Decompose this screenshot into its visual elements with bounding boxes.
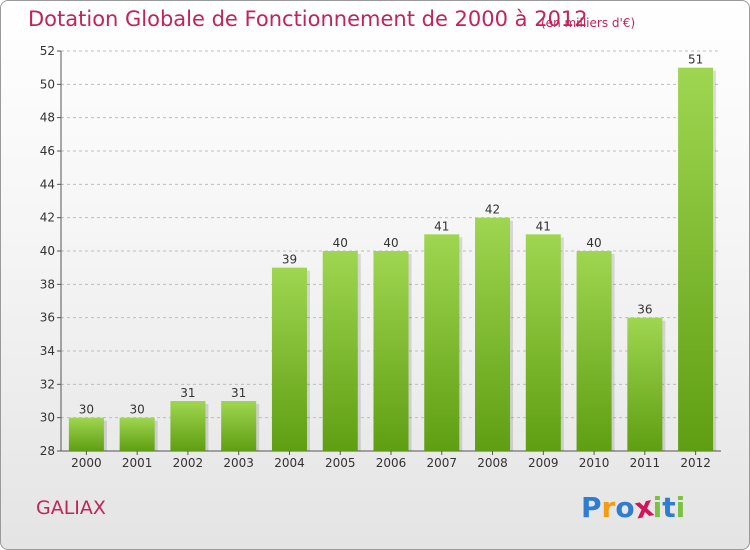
chart-title: Dotation Globale de Fonctionnement de 20… xyxy=(28,7,588,31)
y-tick-label: 50 xyxy=(40,77,55,91)
bar xyxy=(322,251,358,451)
bar-value-label: 39 xyxy=(282,253,297,267)
bars xyxy=(68,67,717,452)
bar xyxy=(170,401,206,451)
bar xyxy=(271,267,307,451)
bar xyxy=(475,217,511,451)
y-tick-label: 40 xyxy=(40,244,55,258)
bar xyxy=(678,67,714,452)
y-tick-label: 30 xyxy=(40,411,55,425)
x-tick-label: 2008 xyxy=(477,456,508,470)
bar xyxy=(119,417,155,451)
bar-value-label: 30 xyxy=(79,403,94,417)
x-tick-label: 2003 xyxy=(223,456,254,470)
chart-subtitle: (en milliers d'€) xyxy=(541,16,636,30)
y-tick-label: 52 xyxy=(40,44,55,58)
bar xyxy=(627,317,663,451)
bar-value-label: 41 xyxy=(434,219,449,233)
y-tick-label: 36 xyxy=(40,311,55,325)
logo-letter: r xyxy=(601,491,616,524)
y-tick-label: 38 xyxy=(40,277,55,291)
bar xyxy=(424,234,460,451)
x-tick-label: 2011 xyxy=(630,456,661,470)
x-tick-label: 2000 xyxy=(71,456,102,470)
y-tick-label: 42 xyxy=(40,211,55,225)
logo-letter: i xyxy=(675,491,686,524)
bar xyxy=(576,251,612,451)
y-tick-label: 28 xyxy=(40,444,55,458)
y-tick-label: 46 xyxy=(40,144,55,158)
y-tick-label: 44 xyxy=(40,177,55,191)
bar-value-label: 40 xyxy=(586,236,601,250)
proxiti-logo[interactable]: Proxiti xyxy=(581,489,686,525)
y-tick-label: 32 xyxy=(40,377,55,391)
bar-value-label: 40 xyxy=(383,236,398,250)
y-tick-label: 34 xyxy=(40,344,55,358)
bar xyxy=(68,417,104,451)
bar-value-label: 31 xyxy=(180,386,195,400)
x-tick-label: 2010 xyxy=(579,456,610,470)
x-tick-label: 2005 xyxy=(325,456,356,470)
logo-letter: P xyxy=(581,491,602,524)
x-tick-label: 2009 xyxy=(528,456,559,470)
logo-letter: o xyxy=(615,491,635,524)
bar-value-label: 30 xyxy=(130,403,145,417)
bar-value-label: 36 xyxy=(637,303,652,317)
logo-letter: t xyxy=(662,491,676,524)
x-tick-label: 2001 xyxy=(122,456,153,470)
commune-name: GALIAX xyxy=(36,497,106,519)
bar xyxy=(525,234,561,451)
x-tick-label: 2012 xyxy=(680,456,711,470)
bar-value-label: 42 xyxy=(485,203,500,217)
bar-value-label: 40 xyxy=(333,236,348,250)
bar xyxy=(221,401,257,451)
x-tick-label: 2006 xyxy=(376,456,407,470)
x-tick-label: 2007 xyxy=(426,456,457,470)
x-tick-label: 2002 xyxy=(173,456,204,470)
bar xyxy=(373,251,409,451)
bar-value-label: 51 xyxy=(688,53,703,67)
y-tick-label: 48 xyxy=(40,111,55,125)
bar-value-label: 41 xyxy=(536,219,551,233)
bar-value-label: 31 xyxy=(231,386,246,400)
value-labels: 30 30 31 31 39 40 40 41 42 41 40 36 51 xyxy=(79,53,704,417)
logo-letter: i xyxy=(652,491,663,524)
x-tick-label: 2004 xyxy=(274,456,305,470)
